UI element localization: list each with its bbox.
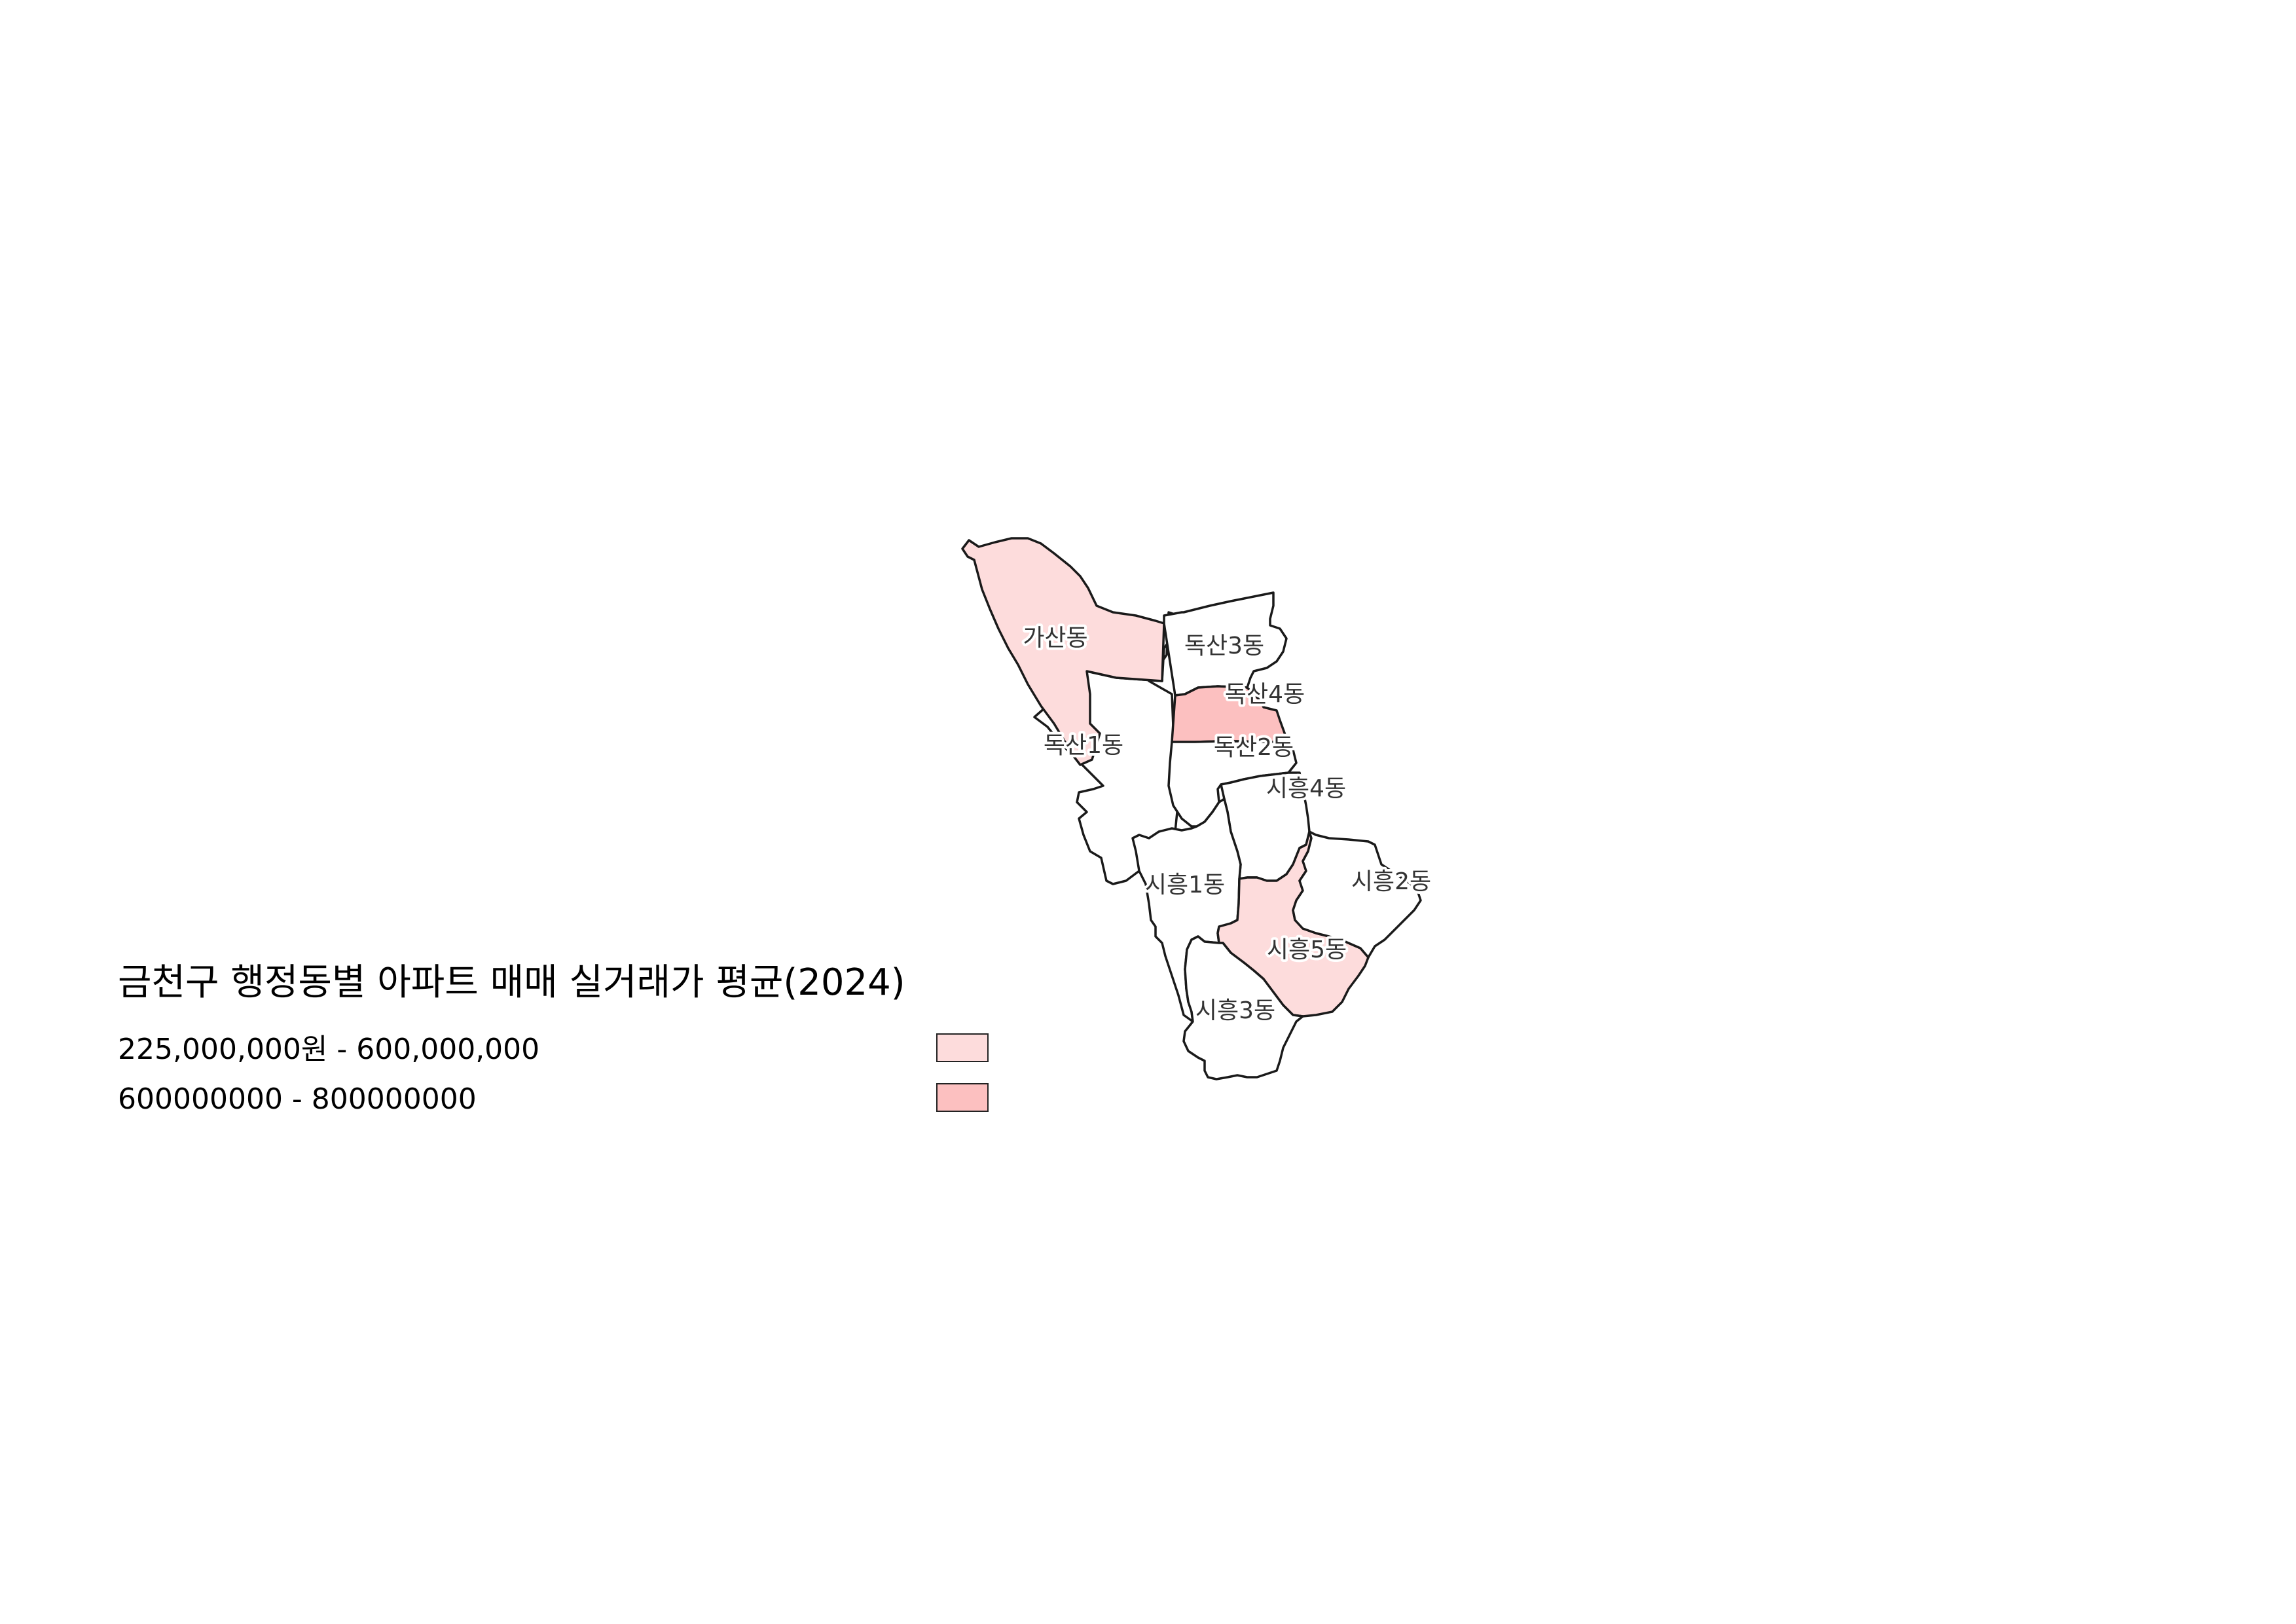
legend-item: 600000000 - 800000000 xyxy=(118,1083,989,1116)
district-label-siheung5: 시흥5동 xyxy=(1267,936,1347,963)
legend-title: 금천구 행정동별 아파트 매매 실거래가 평균(2024) xyxy=(118,961,905,1004)
legend-item: 225,000,000원 - 600,000,000 xyxy=(118,1033,989,1066)
district-label-siheung1: 시흥1동 xyxy=(1145,872,1225,898)
legend-label: 225,000,000원 - 600,000,000 xyxy=(118,1033,540,1066)
district-siheung3 xyxy=(1182,935,1304,1080)
legend-swatch xyxy=(936,1083,989,1112)
district-label-doksan4: 독산4동 xyxy=(1225,681,1305,708)
district-gasan xyxy=(961,537,1165,766)
district-label-doksan2: 독산2동 xyxy=(1214,734,1294,761)
district-label-doksan1: 독산1동 xyxy=(1044,732,1123,759)
district-label-siheung2: 시흥2동 xyxy=(1351,868,1431,895)
district-siheung2 xyxy=(1292,830,1422,959)
legend-label: 600000000 - 800000000 xyxy=(118,1082,477,1116)
legend-swatch xyxy=(936,1033,989,1062)
district-label-siheung4: 시흥4동 xyxy=(1266,775,1346,802)
district-label-siheung3: 시흥3동 xyxy=(1195,997,1275,1024)
district-label-doksan3: 독산3동 xyxy=(1184,633,1264,659)
district-label-gasan: 가산동 xyxy=(1023,625,1087,652)
